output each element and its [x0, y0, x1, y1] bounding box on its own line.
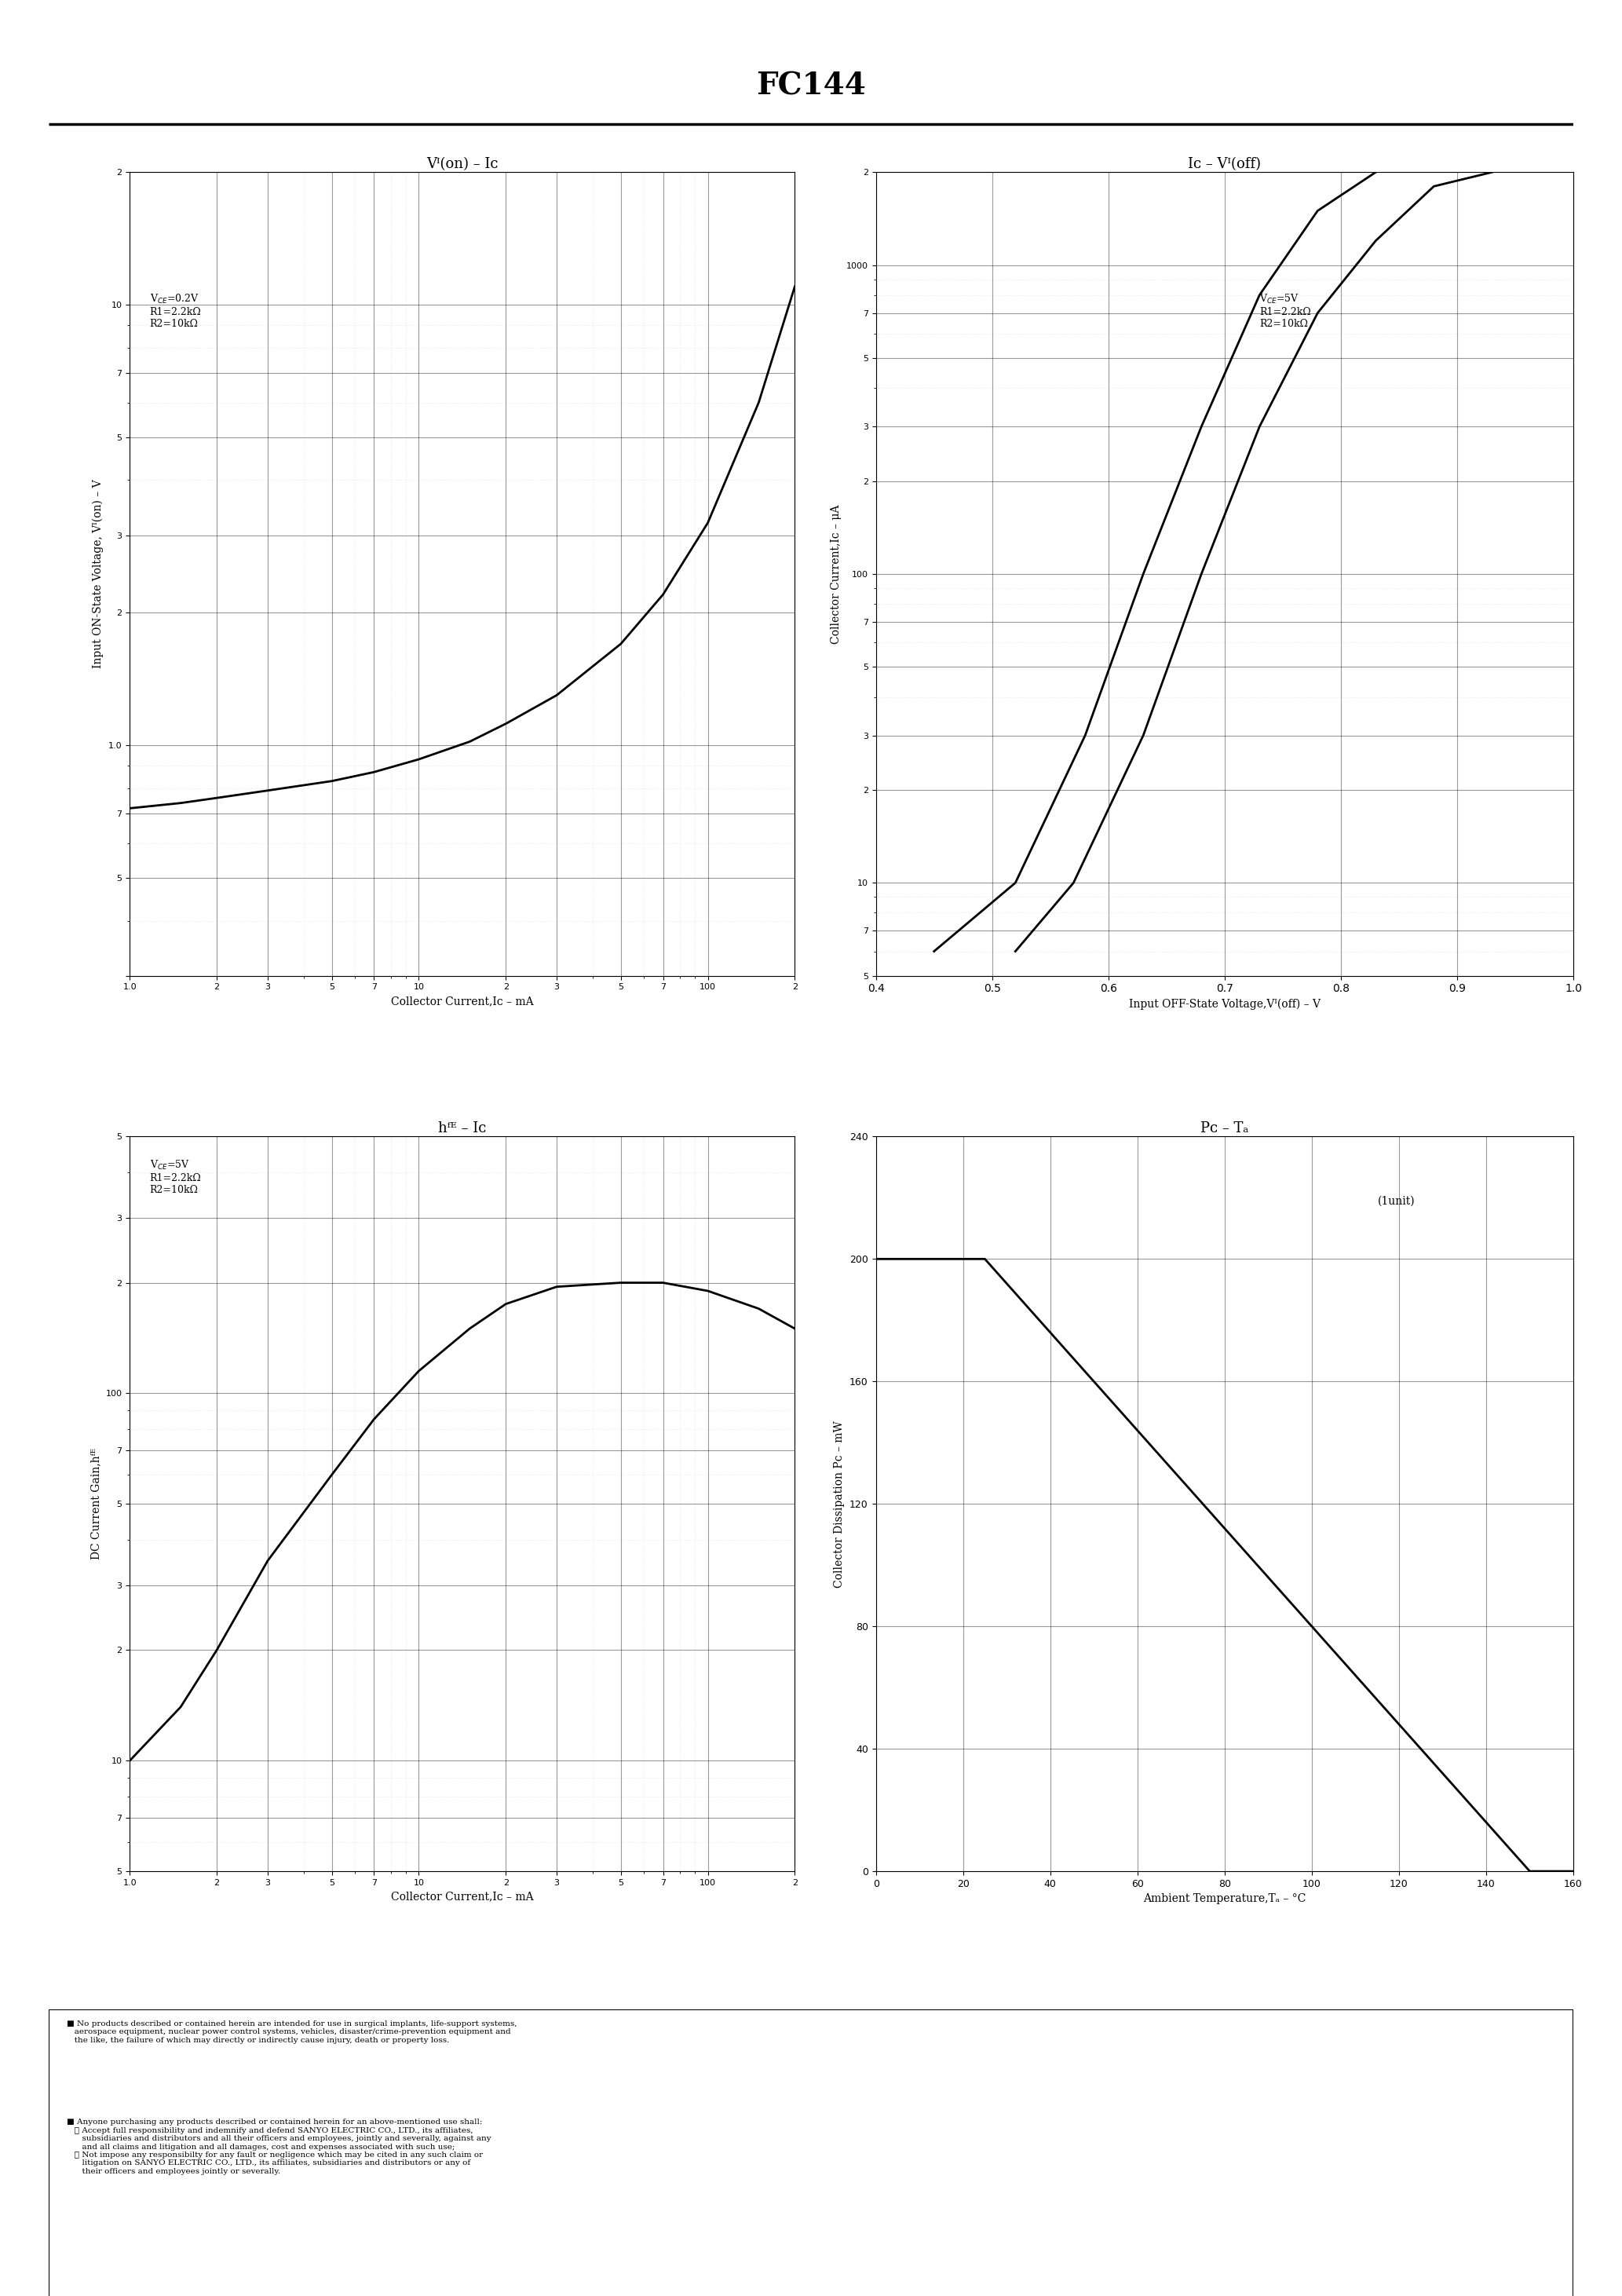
Text: ■ Anyone purchasing any products described or contained herein for an above-ment: ■ Anyone purchasing any products describ…	[67, 2119, 491, 2174]
X-axis label: Ambient Temperature,Tₐ – °C: Ambient Temperature,Tₐ – °C	[1144, 1894, 1306, 1903]
Text: (1unit): (1unit)	[1379, 1196, 1416, 1205]
X-axis label: Collector Current,Iᴄ – mA: Collector Current,Iᴄ – mA	[391, 996, 534, 1006]
Title: Vᴵ(on) – Iᴄ: Vᴵ(on) – Iᴄ	[427, 156, 498, 170]
Text: FC144: FC144	[756, 71, 866, 101]
Text: ■ No products described or contained herein are intended for use in surgical imp: ■ No products described or contained her…	[67, 2020, 517, 2043]
Y-axis label: Collector Current,Iᴄ – μA: Collector Current,Iᴄ – μA	[830, 505, 842, 643]
Title: Pᴄ – Tₐ: Pᴄ – Tₐ	[1200, 1120, 1249, 1134]
X-axis label: Input OFF-State Voltage,Vᴵ(off) – V: Input OFF-State Voltage,Vᴵ(off) – V	[1129, 999, 1320, 1010]
Y-axis label: Input ON-State Voltage, Vᴵ(on) – V: Input ON-State Voltage, Vᴵ(on) – V	[92, 480, 104, 668]
Y-axis label: Collector Dissipation Pᴄ – mW: Collector Dissipation Pᴄ – mW	[834, 1421, 845, 1587]
Text: V$_{CE}$=5V
R1=2.2kΩ
R2=10kΩ: V$_{CE}$=5V R1=2.2kΩ R2=10kΩ	[1260, 292, 1311, 328]
Y-axis label: DC Current Gain,hᶠᴱ: DC Current Gain,hᶠᴱ	[91, 1449, 101, 1559]
Title: hᶠᴱ – Iᴄ: hᶠᴱ – Iᴄ	[438, 1120, 487, 1134]
Text: V$_{CE}$=0.2V
R1=2.2kΩ
R2=10kΩ: V$_{CE}$=0.2V R1=2.2kΩ R2=10kΩ	[149, 292, 201, 328]
Text: V$_{CE}$=5V
R1=2.2kΩ
R2=10kΩ: V$_{CE}$=5V R1=2.2kΩ R2=10kΩ	[149, 1159, 201, 1194]
Title: Iᴄ – Vᴵ(off): Iᴄ – Vᴵ(off)	[1187, 156, 1262, 170]
X-axis label: Collector Current,Iᴄ – mA: Collector Current,Iᴄ – mA	[391, 1892, 534, 1901]
